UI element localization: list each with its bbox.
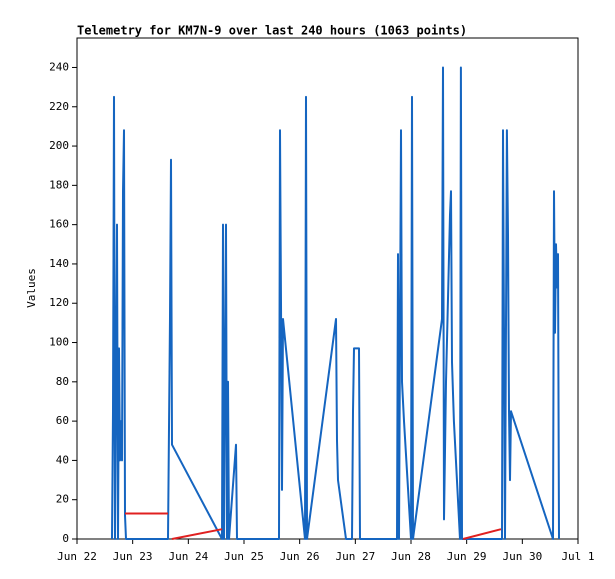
y-tick-label: 0 (62, 532, 69, 545)
y-tick-label: 20 (56, 493, 69, 506)
y-tick-label: 160 (49, 218, 69, 231)
x-tick-label: Jun 30 (502, 550, 542, 563)
y-tick-label: 80 (56, 375, 69, 388)
x-tick-label: Jul 1 (561, 550, 594, 563)
y-tick-label: 220 (49, 100, 69, 113)
y-tick-label: 240 (49, 60, 69, 73)
x-tick-label: Jun 28 (391, 550, 431, 563)
series-line (462, 528, 502, 540)
y-tick-label: 100 (49, 336, 69, 349)
x-tick-label: Jun 22 (57, 550, 97, 563)
x-tick-label: Jun 27 (335, 550, 375, 563)
x-tick-label: Jun 23 (113, 550, 153, 563)
x-tick-label: Jun 29 (447, 550, 487, 563)
x-tick-label: Jun 24 (168, 550, 208, 563)
plot-frame (76, 37, 579, 540)
series-line (171, 528, 223, 540)
y-tick-label: 140 (49, 257, 69, 270)
x-tick-label: Jun 25 (224, 550, 264, 563)
y-tick-label: 180 (49, 178, 69, 191)
series-line (111, 66, 560, 540)
y-tick-label: 40 (56, 453, 69, 466)
y-tick-label: 60 (56, 414, 69, 427)
y-axis-label: Values (25, 268, 38, 308)
y-tick-label: 120 (49, 296, 69, 309)
y-tick-label: 200 (49, 139, 69, 152)
chart-title: Telemetry for KM7N-9 over last 240 hours… (77, 24, 467, 38)
x-tick-label: Jun 26 (280, 550, 320, 563)
